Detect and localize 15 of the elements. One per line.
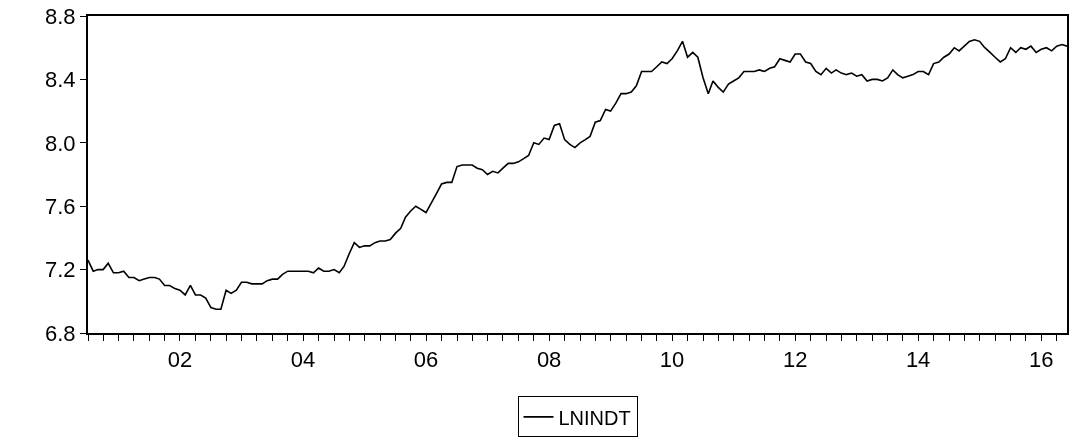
y-tick-label: 7.6 [45, 193, 76, 219]
x-tick-label: 14 [905, 347, 931, 373]
y-tick-label: 7.2 [45, 257, 76, 283]
x-tick-label: 12 [782, 347, 808, 373]
x-tick-label: 10 [659, 347, 685, 373]
y-tick-label: 8.8 [45, 3, 76, 29]
x-tick-label: 02 [167, 347, 193, 373]
x-tick-label: 04 [290, 347, 316, 373]
x-tick-label: 16 [1028, 347, 1054, 373]
x-tick-label: 08 [536, 347, 562, 373]
y-tick-label: 8.0 [45, 130, 76, 156]
y-tick-label: 8.4 [45, 67, 76, 93]
x-tick-label: 06 [413, 347, 439, 373]
y-tick-label: 6.8 [45, 320, 76, 346]
legend-label: LNINDT [558, 406, 631, 429]
